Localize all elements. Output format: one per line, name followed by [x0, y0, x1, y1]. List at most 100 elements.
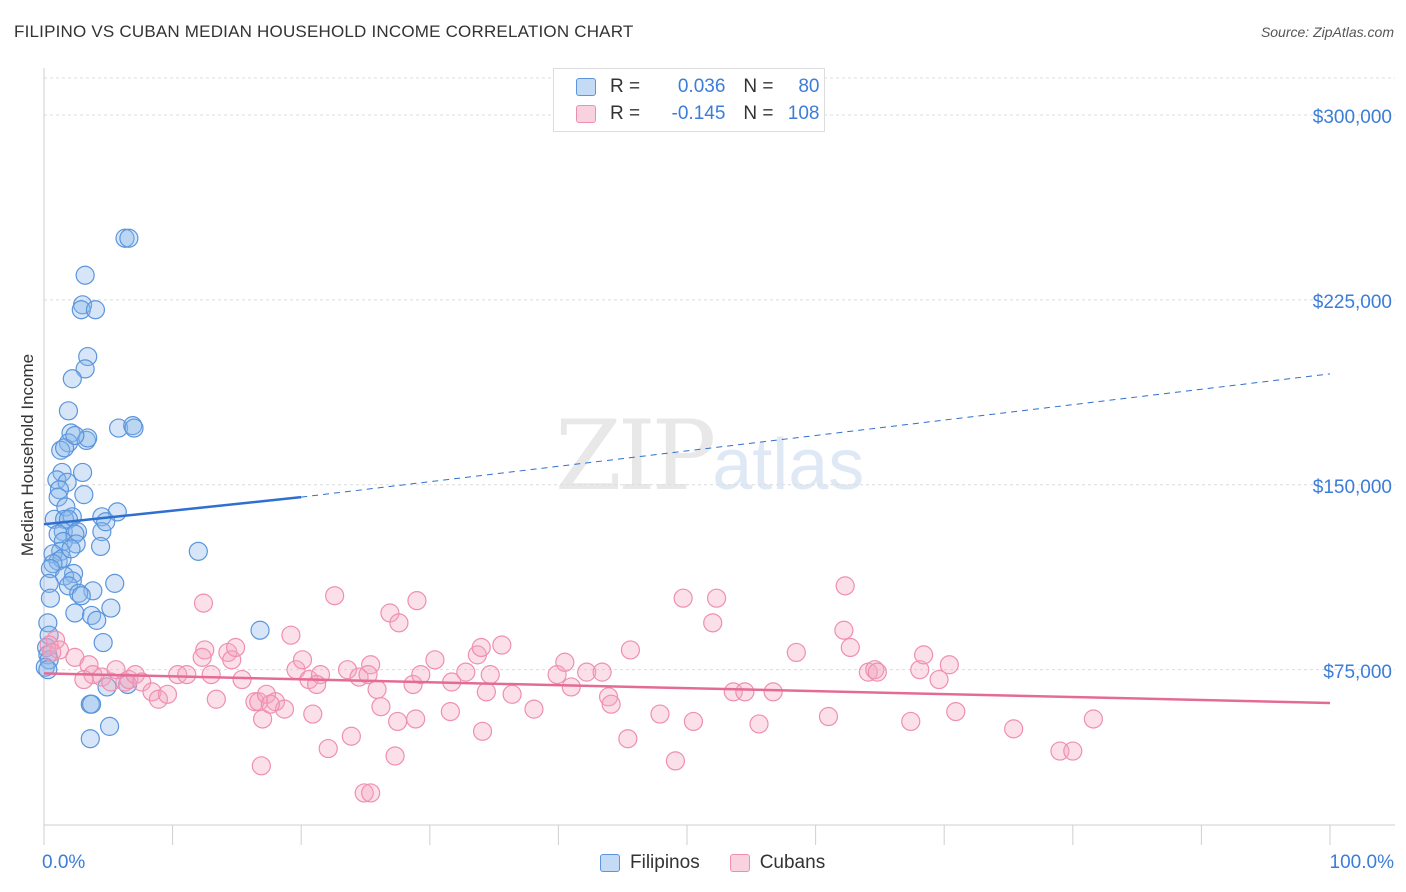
filipino-point — [101, 598, 121, 618]
cuban-point — [201, 665, 221, 685]
cuban-point — [192, 647, 212, 667]
cuban-point — [577, 662, 597, 682]
cuban-point — [818, 706, 839, 727]
cuban-point — [456, 662, 476, 682]
chart-title: FILIPINO VS CUBAN MEDIAN HOUSEHOLD INCOM… — [14, 22, 634, 41]
filipino-point — [69, 583, 89, 603]
cuban-point — [834, 620, 854, 640]
filipino-point — [83, 581, 103, 601]
filipino-point — [58, 401, 79, 421]
filipino-point — [71, 300, 91, 320]
filipino-point — [65, 603, 85, 623]
filipino-point — [65, 425, 85, 446]
cuban-point — [865, 660, 885, 680]
filipino-point — [80, 729, 100, 749]
y-tick-label: $225,000 — [1312, 291, 1392, 313]
filipino-point — [99, 716, 120, 736]
filipino-point — [75, 359, 95, 379]
cuban-point — [177, 665, 197, 685]
source-credit: Source: ZipAtlas.com — [1260, 24, 1394, 40]
cuban-point — [939, 655, 959, 675]
legend-swatch-cubans — [576, 105, 596, 123]
cuban-point — [281, 625, 301, 645]
cuban-point — [723, 682, 743, 702]
x-tick-max: 100.0% — [1329, 852, 1394, 873]
cuban-point — [49, 640, 70, 660]
cuban-point — [786, 642, 806, 663]
series-legend-filipinos: Filipinos — [600, 852, 700, 874]
cuban-point — [195, 640, 215, 660]
filipino-point — [48, 487, 68, 507]
cuban-point — [561, 677, 581, 697]
legend-r-value: 0.036 — [677, 76, 726, 97]
cuban-point — [303, 704, 323, 724]
cuban-point — [307, 674, 327, 695]
cuban-point — [132, 672, 152, 692]
x-tick-min: 0.0% — [42, 852, 86, 873]
y-tick-label: $150,000 — [1312, 476, 1392, 498]
filipino-point — [40, 588, 61, 608]
filipino-point — [250, 620, 270, 640]
cuban-point — [385, 746, 405, 766]
legend-r-label: R = — [610, 103, 641, 124]
cuban-point — [524, 699, 544, 719]
cuban-point — [388, 711, 408, 732]
filipino-point — [105, 573, 125, 593]
cuban-point — [914, 645, 934, 665]
cuban-point — [440, 701, 460, 722]
filipino-point — [188, 541, 208, 561]
filipino-point — [92, 522, 112, 542]
filipino-point — [43, 554, 63, 574]
series-label-cubans: Cubans — [759, 852, 826, 873]
cuban-point — [371, 697, 391, 717]
cuban-point — [1083, 709, 1103, 729]
cuban-point — [555, 652, 575, 672]
filipino-point — [108, 418, 129, 438]
filipino-point — [54, 438, 75, 458]
cuban-point — [910, 660, 930, 680]
filipino-point — [49, 480, 70, 500]
cuban-point — [601, 694, 621, 714]
filipino-trend-extension — [301, 373, 1331, 498]
legend-swatch-filipinos — [576, 78, 596, 96]
cuban-point — [620, 640, 641, 660]
cuban-point — [472, 721, 493, 741]
series-swatch-cubans — [729, 854, 750, 872]
filipino-point — [119, 228, 139, 248]
cuban-point — [929, 669, 949, 690]
cuban-point — [706, 588, 727, 608]
y-tick-label: $300,000 — [1312, 106, 1392, 128]
filipino-point — [74, 485, 94, 505]
cuban-point — [1004, 719, 1024, 739]
cuban-point — [358, 665, 378, 685]
cuban-point — [42, 642, 62, 663]
filipino-point — [87, 610, 107, 630]
cuban-point — [39, 635, 59, 655]
cuban-point — [749, 714, 769, 734]
cuban-point — [471, 637, 491, 658]
cuban-point — [354, 783, 374, 803]
cuban-point — [840, 637, 860, 658]
cuban-point — [251, 756, 271, 776]
cuban-point — [193, 593, 214, 613]
legend-n-value: 108 — [787, 103, 820, 124]
cuban-point — [403, 674, 423, 695]
watermark-zip: ZIP — [555, 400, 716, 512]
cuban-point — [1063, 741, 1083, 761]
legend-r-label: R = — [610, 76, 641, 97]
cuban-point — [389, 613, 409, 633]
cuban-point — [735, 682, 755, 702]
cuban-point — [45, 630, 66, 650]
watermark: ZIPatlas — [555, 400, 864, 512]
cuban-point — [341, 726, 361, 746]
cuban-point — [425, 650, 445, 670]
y-tick-label: $75,000 — [1323, 661, 1392, 683]
cuban-point — [618, 729, 638, 749]
filipino-point — [39, 573, 59, 593]
legend-row-cubans: R = -0.145 N = 108 — [576, 102, 820, 126]
cuban-point — [763, 682, 783, 702]
series-swatch-filipinos — [600, 854, 620, 872]
cuban-point — [492, 635, 512, 655]
filipino-trend-line — [43, 495, 302, 526]
